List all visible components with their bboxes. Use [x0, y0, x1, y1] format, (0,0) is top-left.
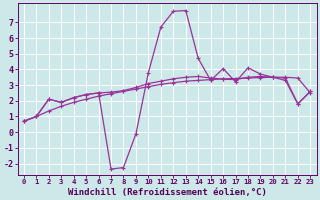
X-axis label: Windchill (Refroidissement éolien,°C): Windchill (Refroidissement éolien,°C): [68, 188, 267, 197]
